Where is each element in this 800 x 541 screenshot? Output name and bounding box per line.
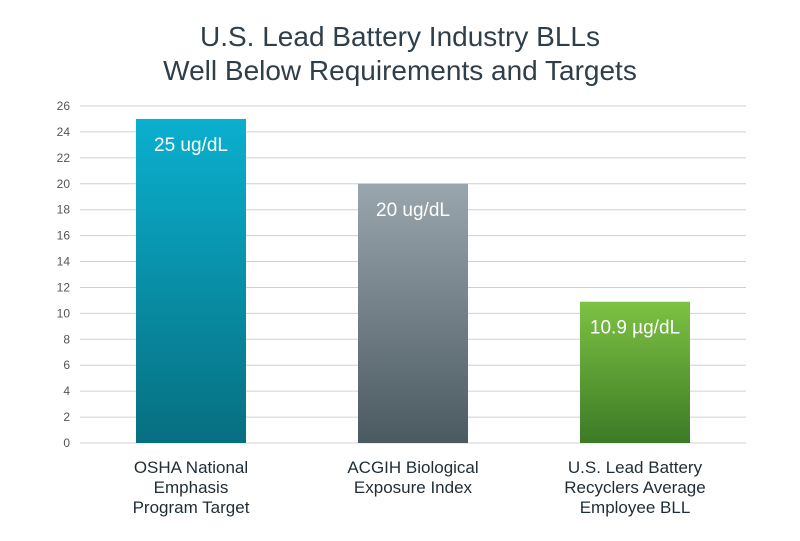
y-tick-label: 12 [57,280,71,294]
bars [136,118,690,443]
bar-2 [358,183,468,443]
x-category-label-line: Program Target [132,498,250,517]
chart-title-line-1: U.S. Lead Battery Industry BLLs [200,21,600,52]
y-tick-label: 20 [57,177,71,191]
x-category-label-line: Employee BLL [579,498,691,517]
chart-title: U.S. Lead Battery Industry BLLs Well Bel… [0,20,800,88]
y-tick-label: 8 [63,332,70,346]
data-labels: 25 ug/dL 20 ug/dL 10.9 µg/dL [154,135,680,339]
x-category-label-line: Emphasis [153,478,229,497]
y-tick-label: 22 [57,151,71,165]
bar-value-label: 25 ug/dL [154,135,228,156]
y-tick-label: 4 [63,384,70,398]
x-category-label-line: Exposure Index [353,478,473,497]
x-category-label-line: ACGIH Biological [347,458,479,477]
bar-3 [580,301,690,443]
y-tick-label: 14 [57,255,71,269]
bar-value-label: 20 ug/dL [376,200,450,221]
y-tick-label: 24 [57,125,71,139]
x-category-label: ACGIH Biological Exposure Index [318,458,508,498]
x-category-label: U.S. Lead Battery Recyclers Average Employ… [540,458,730,518]
chart-title-line-2: Well Below Requirements and Targets [163,55,637,86]
y-tick-label: 10 [57,306,71,320]
y-tick-label: 2 [63,410,70,424]
y-tick-label: 0 [63,436,70,450]
x-category-label-line: U.S. Lead Battery [567,458,703,477]
y-tick-label: 26 [57,99,71,113]
y-tick-label: 16 [57,229,71,243]
bar-value-label: 10.9 µg/dL [590,318,680,339]
bar-1 [136,118,246,443]
x-category-label: OSHA National Emphasis Program Target [96,458,286,518]
x-category-label-line: Recyclers Average [564,478,706,497]
y-tick-label: 18 [57,203,71,217]
x-category-label-line: OSHA National [133,458,249,477]
y-tick-label: 6 [63,358,70,372]
